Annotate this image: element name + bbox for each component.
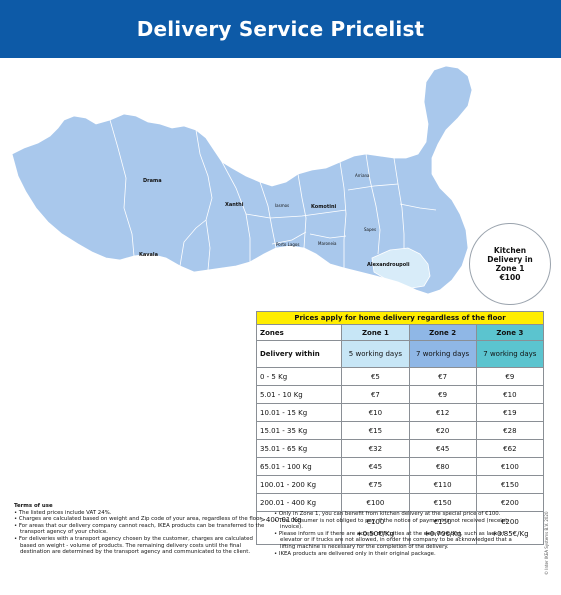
price-cell: €7 (408, 367, 477, 386)
price-cell: €75 (341, 475, 410, 494)
zone-3-header: Zone 3 (475, 324, 545, 341)
zone-1-header: Zone 1 (341, 324, 410, 341)
price-cell: €10 (475, 385, 545, 404)
terms-item: • The listed prices include VAT 24%. (14, 509, 112, 516)
table-row: 35.01 - 65 Kg €32 €45 €62 (255, 439, 545, 458)
map-land (11, 65, 473, 295)
weight-cell: 0 - 5 Kg (255, 367, 343, 386)
price-cell: €80 (408, 457, 477, 476)
zone-2-within: 7 working days (408, 340, 477, 368)
table-row: 5.01 - 10 Kg €7 €9 €10 (255, 385, 545, 404)
price-cell: €9 (475, 367, 545, 386)
map-label-iasmos: Iasmos (275, 203, 289, 208)
map-label-porto-lagos: Porto Lagos (276, 242, 299, 247)
table-banner-row: Prices apply for home delivery regardles… (256, 311, 544, 325)
map-label-alexandroupoli: Alexandroupoli (367, 262, 410, 268)
copyright-notice: © Inter IKEA Systems B.V. 2020 (544, 505, 552, 576)
price-cell: €200 (475, 493, 545, 512)
weight-cell: 5.01 - 10 Kg (255, 385, 343, 404)
table-row: 0 - 5 Kg €5 €7 €9 (255, 367, 545, 386)
map-label-arriana: Arriana (355, 173, 370, 178)
kitchen-delivery-text: Kitchen Delivery in Zone 1 €100 (487, 246, 533, 282)
terms-item: • Charges are calculated based on weight… (14, 516, 263, 523)
weight-cell: 10.01 - 15 Kg (255, 403, 343, 422)
zone-3-within: 7 working days (475, 340, 545, 368)
map-borders (109, 119, 437, 271)
price-table: Prices apply for home delivery regardles… (255, 311, 545, 545)
terms-right: • Only in Zone 1, you can benefit from k… (274, 511, 524, 557)
price-extra: +0.70€/Kg (423, 530, 462, 538)
price-cell: €150 (408, 493, 477, 512)
weight-cell: 35.01 - 65 Kg (255, 439, 343, 458)
map-label-sapes: Sapes (364, 227, 376, 232)
terms-left: Terms of use • The listed prices include… (14, 503, 269, 556)
zone-2-header: Zone 2 (408, 324, 477, 341)
price-cell: €12 (408, 403, 477, 422)
price-cell: €150 +0.70€/Kg (408, 511, 477, 545)
terms-item: • For deliveries with a transport agency… (14, 535, 253, 556)
terms-item: • For areas that our delivery company ca… (14, 522, 265, 536)
price-value: €200 (500, 518, 519, 526)
price-cell: €45 (408, 439, 477, 458)
copyright-text: © Inter IKEA Systems B.V. 2020 (544, 511, 549, 576)
table-banner: Prices apply for home delivery regardles… (256, 311, 544, 325)
price-extra: +0.85€/Kg (491, 530, 529, 538)
price-cell: €45 (341, 457, 410, 476)
zone-1-within: 5 working days (341, 340, 410, 368)
table-row: 100.01 - 200 Kg €75 €110 €150 (255, 475, 545, 494)
price-cell: €110 (408, 475, 477, 494)
price-cell: €62 (475, 439, 545, 458)
price-cell: €100 (475, 457, 545, 476)
page-title: Delivery Service Pricelist (136, 17, 425, 41)
zones-row: Zones Zone 1 Zone 2 Zone 3 (255, 324, 545, 341)
map-label-drama: Drama (143, 178, 162, 184)
map-label-kavala: Kavala (139, 252, 158, 258)
map-zone-1 (371, 247, 431, 289)
header-banner: Delivery Service Pricelist (0, 0, 561, 58)
terms-title: Terms of use (14, 503, 53, 509)
price-cell: €100 +0.50€/Kg (341, 511, 410, 545)
price-cell: €100 (341, 493, 410, 512)
price-cell: €32 (341, 439, 410, 458)
price-cell: €10 (341, 403, 410, 422)
price-extra: +0.50€/Kg (356, 530, 395, 538)
terms-item: • Please inform us if there are access d… (274, 530, 512, 550)
price-cell: €28 (475, 421, 545, 440)
price-cell: €7 (341, 385, 410, 404)
map-label-xanthi: Xanthi (225, 202, 244, 208)
price-value: €150 (433, 518, 452, 526)
delivery-within-row: Delivery within 5 working days 7 working… (255, 340, 545, 368)
weight-cell: 65.01 - 100 Kg (255, 457, 343, 476)
price-cell: €15 (341, 421, 410, 440)
weight-cell: 15.01 - 35 Kg (255, 421, 343, 440)
zones-label: Zones (255, 324, 343, 341)
region-map: Drama Xanthi Kavala Iasmos Komotini Arri… (11, 65, 473, 295)
price-cell: €9 (408, 385, 477, 404)
delivery-within-label: Delivery within (255, 340, 343, 368)
weight-cell: 100.01 - 200 Kg (255, 475, 343, 494)
terms-item: • Only in Zone 1, you can benefit from k… (274, 511, 501, 517)
table-row-last: >400.01 Kg €100 +0.50€/Kg €150 +0.70€/Kg… (255, 511, 545, 545)
table-row: 10.01 - 15 Kg €10 €12 €19 (255, 403, 545, 422)
price-cell: €150 (475, 475, 545, 494)
price-cell: €20 (408, 421, 477, 440)
map-label-maroneia: Maroneia (318, 241, 337, 246)
price-cell: €19 (475, 403, 545, 422)
terms-item: • The Consumer is not obliged to pay, if… (274, 517, 510, 531)
kitchen-delivery-badge: Kitchen Delivery in Zone 1 €100 (469, 223, 551, 305)
price-value: €100 (366, 518, 385, 526)
terms-item: • IKEA products are delivered only in th… (274, 550, 436, 557)
weight-cell: >400.01 Kg (255, 511, 343, 545)
table-row: 65.01 - 100 Kg €45 €80 €100 (255, 457, 545, 476)
price-cell: €200 +0.85€/Kg (475, 511, 545, 545)
weight-cell: 200.01 - 400 Kg (255, 493, 343, 512)
table-row: 15.01 - 35 Kg €15 €20 €28 (255, 421, 545, 440)
map-label-komotini: Komotini (311, 204, 337, 210)
price-cell: €5 (341, 367, 410, 386)
table-row: 200.01 - 400 Kg €100 €150 €200 (255, 493, 545, 512)
